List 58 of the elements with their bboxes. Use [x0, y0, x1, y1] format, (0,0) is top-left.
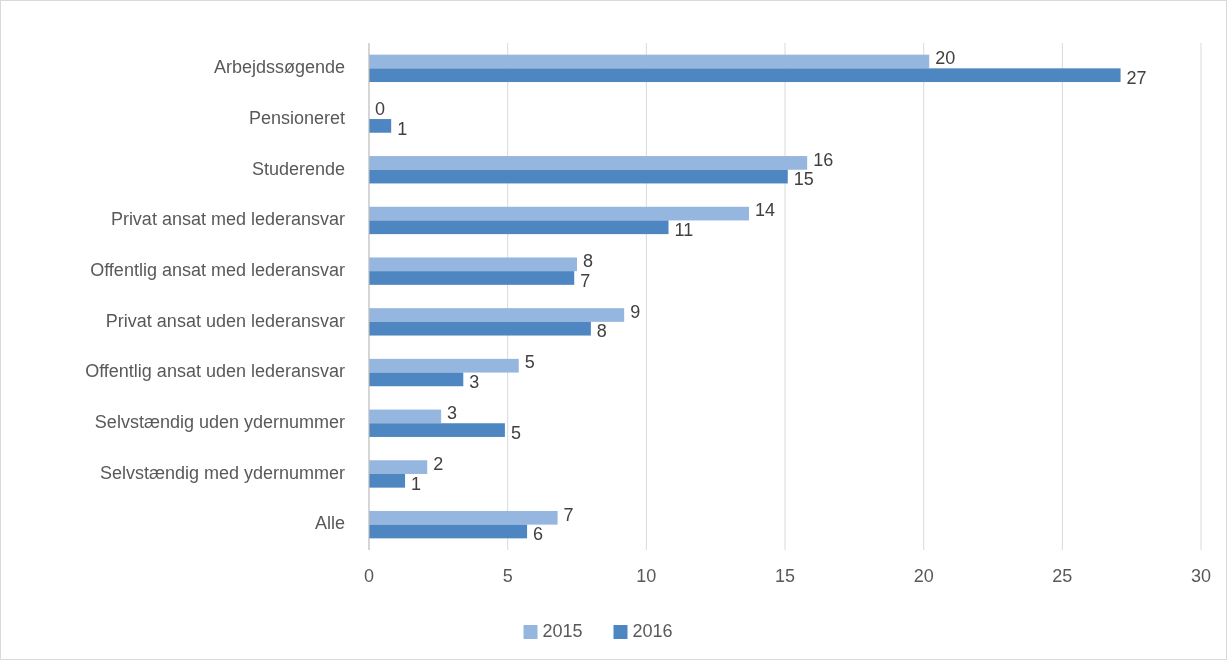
data-label: 9 [630, 301, 641, 322]
x-tick-label: 30 [1190, 566, 1212, 586]
y-tick-label: Alle [314, 513, 345, 534]
y-tick-label: Privat ansat med lederansvar [110, 209, 345, 230]
bar [369, 54, 930, 69]
x-tick-label: 0 [363, 566, 375, 586]
bar [369, 257, 577, 272]
bar [369, 206, 749, 221]
data-label: 2 [433, 453, 444, 474]
x-tick-label: 10 [636, 566, 657, 586]
bar [369, 156, 808, 170]
bar [369, 473, 406, 488]
y-tick-label: Offentlig ansat med lederansvar [90, 259, 346, 280]
bar [369, 423, 505, 437]
y-tick-label: Selvstændig med ydernummer [99, 462, 345, 483]
data-label: 0 [375, 98, 386, 119]
bar [369, 68, 1121, 83]
bar [369, 524, 528, 539]
legend-label: 2015 [542, 620, 583, 641]
y-tick-label: Privat ansat uden lederansvar [105, 310, 345, 331]
x-tick-label: 20 [913, 566, 934, 586]
legend-label: 2016 [632, 620, 673, 641]
bar [369, 220, 669, 235]
data-label: 8 [583, 251, 594, 272]
data-label: 3 [447, 403, 458, 424]
x-tick-label: 15 [774, 566, 796, 586]
bar [369, 119, 392, 133]
y-tick-label: Offentlig ansat uden lederansvar [85, 361, 345, 382]
bar [369, 372, 464, 387]
y-tick-label: Arbejdssøgende [213, 57, 345, 78]
bar [369, 510, 558, 525]
data-label: 3 [469, 372, 480, 393]
data-label: 7 [563, 504, 574, 525]
data-label: 20 [935, 48, 956, 69]
y-tick-label: Studerende [251, 158, 345, 179]
data-label: 27 [1126, 67, 1147, 88]
bar [369, 321, 591, 336]
data-label: 1 [397, 118, 408, 139]
bar [369, 358, 519, 373]
x-tick-label: 25 [1052, 566, 1073, 586]
data-label: 6 [533, 524, 544, 545]
data-label: 15 [793, 169, 814, 190]
bar [369, 169, 788, 184]
data-label: 1 [411, 473, 422, 494]
data-label: 16 [813, 149, 834, 170]
data-label: 14 [754, 200, 775, 221]
data-label: 5 [524, 352, 535, 373]
y-tick-label: Pensioneret [248, 107, 345, 128]
data-label: 11 [674, 220, 694, 241]
bar [369, 460, 428, 474]
bar [369, 409, 442, 424]
data-label: 8 [596, 321, 607, 342]
bar [369, 308, 625, 322]
x-tick-label: 5 [502, 566, 513, 586]
data-label: 5 [510, 422, 521, 443]
bar [369, 271, 575, 285]
data-label: 7 [580, 270, 591, 291]
y-tick-label: Selvstændig uden ydernummer [94, 412, 345, 432]
